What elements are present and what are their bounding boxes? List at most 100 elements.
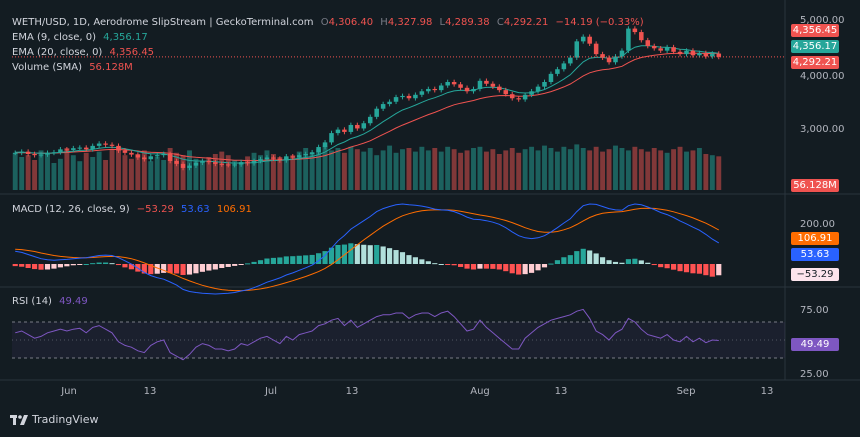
volume-bar [348, 146, 354, 190]
macd-histogram-bar [438, 264, 444, 265]
candle-body [400, 95, 405, 98]
volume-bar [296, 151, 302, 190]
macd-histogram-bar [651, 264, 657, 266]
volume-bar [406, 148, 412, 190]
macd-line [15, 203, 720, 295]
candle-body [225, 164, 231, 166]
candle-body [322, 142, 328, 148]
macd-histogram-bar [90, 263, 96, 265]
volume-bar [445, 146, 451, 190]
header-legend: WETH/USD, 1D, Aerodrome SlipStream | Gec… [12, 16, 648, 29]
macd-histogram-bar [44, 264, 51, 270]
macd-histogram-bar [458, 264, 464, 267]
x-tick-sep-13: 13 [760, 386, 774, 397]
x-tick-jun: Jun [61, 386, 77, 397]
open-label: O [320, 17, 329, 28]
candle-body [484, 80, 489, 84]
volume-bar [238, 163, 244, 190]
volume-bar [154, 157, 160, 190]
candle-body [355, 124, 360, 129]
macd-histogram-bar [380, 246, 386, 264]
volume-bar [225, 155, 231, 190]
candle-body [374, 108, 379, 117]
volume-bar [174, 152, 180, 190]
volume-badge: 56.128M [791, 179, 839, 192]
candle-body [116, 145, 121, 151]
ema9-badge: 4,356.17 [791, 40, 839, 53]
candle-body [367, 116, 373, 124]
macd-histogram-bar [600, 257, 606, 264]
candle-body [38, 154, 44, 156]
candle-body [12, 152, 18, 154]
macd-histogram-bar [451, 264, 457, 266]
macd-histogram-bar [548, 263, 554, 265]
macd-histogram-bar [554, 260, 560, 264]
candle-body [426, 88, 431, 92]
volume-bar [561, 146, 567, 190]
macd-histogram-bar [645, 262, 651, 264]
candle-body [671, 47, 676, 52]
candle-body [445, 82, 450, 86]
macd-histogram-bar [677, 264, 683, 272]
macd-histogram-bar [470, 264, 477, 270]
volume-bar [303, 148, 309, 190]
candle-body [245, 162, 250, 164]
close-label: C [496, 17, 504, 28]
volume-bar [419, 146, 425, 190]
open-value: 4,306.40 [328, 17, 374, 28]
candle-body [264, 157, 270, 160]
candle-body [555, 69, 560, 74]
ema20-value: 4,356.45 [109, 47, 155, 58]
macd-histogram-bar [638, 260, 644, 264]
volume-bar [412, 151, 418, 190]
ema9-legend[interactable]: EMA (9, close, 0) 4,356.17 [12, 31, 152, 44]
candle-body [509, 94, 515, 99]
volume-bar [458, 152, 464, 190]
volume-bar [432, 148, 438, 190]
candle-body [174, 160, 179, 164]
candle-body [406, 95, 412, 99]
volume-bar [90, 157, 96, 190]
candle-body [438, 85, 444, 91]
candle-body [703, 52, 709, 57]
volume-bar [270, 154, 276, 190]
macd-histogram-bar [690, 264, 696, 274]
candle-body [122, 150, 128, 153]
macd-line-badge: 53.63 [791, 248, 839, 261]
candle-body [587, 36, 592, 44]
volume-bar [83, 152, 89, 190]
tradingview-logo[interactable]: TradingView [10, 413, 98, 426]
volume-bar [451, 149, 457, 190]
candle-body [77, 147, 83, 149]
rsi-legend[interactable]: RSI (14) 49.49 [12, 295, 92, 308]
candle-body [296, 155, 302, 158]
macd-histogram-bar [625, 259, 631, 264]
volume-bar [367, 148, 373, 190]
volume-bar [567, 149, 573, 190]
low-value: 4,289.38 [445, 17, 490, 28]
ema20-legend[interactable]: EMA (20, close, 0) 4,356.45 [12, 46, 158, 59]
volume-bar [316, 149, 322, 190]
macd-histogram-bar [103, 262, 109, 264]
candle-body [83, 147, 89, 150]
candle-body [548, 73, 554, 82]
candle-body [71, 148, 76, 150]
volume-bar [645, 151, 651, 190]
candle-body [361, 123, 367, 129]
macd-histogram-bar [490, 264, 496, 269]
volume-legend[interactable]: Volume (SMA) 56.128M [12, 61, 137, 74]
volume-bar [548, 148, 554, 190]
candle-body [335, 129, 341, 134]
volume-bar [148, 161, 154, 190]
macd-histogram-bar [25, 264, 31, 269]
macd-histogram-bar [303, 255, 309, 264]
volume-bar [193, 158, 199, 190]
volume-bar [141, 150, 147, 190]
candle-body [51, 152, 57, 154]
volume-bar [128, 158, 134, 190]
macd-legend[interactable]: MACD (12, 26, close, 9) −53.29 53.63 106… [12, 203, 256, 216]
volume-bar [483, 151, 489, 190]
candle-body [690, 50, 696, 56]
volume-bar [464, 150, 470, 190]
